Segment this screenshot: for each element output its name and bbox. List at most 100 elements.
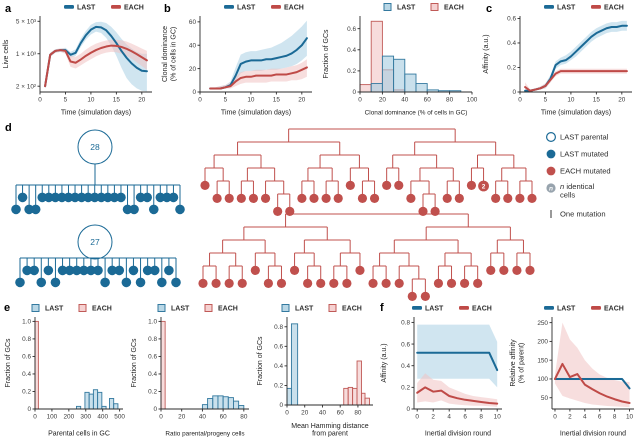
svg-text:10: 10 — [247, 97, 255, 104]
mutated-cell — [309, 193, 319, 203]
svg-text:20: 20 — [178, 414, 186, 421]
x-axis-label: Ratio parental/progeny cells — [165, 431, 244, 438]
svg-text:1.0: 1.0 — [148, 319, 157, 326]
line-each — [524, 70, 628, 92]
band-each — [417, 373, 498, 407]
svg-text:15: 15 — [113, 97, 121, 104]
parental-cell-count: 27 — [90, 237, 100, 247]
legend-label: EACH — [284, 5, 304, 12]
hist-series-each — [160, 320, 166, 410]
chart-affinity: 0 5 10 15 20 0 0.2 0.4 0.6 Time (simulation days)… — [483, 5, 632, 117]
mutated-cell — [273, 206, 283, 216]
svg-text:10: 10 — [626, 414, 634, 421]
band-last — [417, 324, 498, 388]
svg-text:4: 4 — [447, 414, 451, 421]
mutated-cell — [93, 265, 103, 276]
comb-tree: 28 — [11, 129, 185, 215]
chart-ratio-hist: 0 20 40 60 80 0 0.2 0.4 0.6 0.8 1.0 Ratio parental/… — [131, 304, 249, 438]
svg-text:0.6: 0.6 — [148, 354, 157, 361]
mutated-cell — [200, 180, 210, 190]
svg-text:8: 8 — [613, 414, 617, 421]
svg-text:40: 40 — [199, 414, 207, 421]
mutated-cell — [57, 265, 68, 276]
svg-text:0: 0 — [512, 89, 516, 96]
legend-label: EACH — [604, 306, 624, 313]
legend-label: EACH — [218, 306, 238, 313]
legend-label: One mutation — [560, 210, 606, 219]
mutated-cell — [157, 277, 167, 288]
mutated-cell — [355, 265, 365, 275]
legend-label: LAST — [77, 5, 96, 12]
mutated-cell — [212, 193, 222, 203]
svg-text:40: 40 — [319, 410, 327, 417]
mutated-cell — [71, 265, 82, 276]
legend-label: LAST mutated — [560, 150, 608, 159]
legend-label: LAST — [397, 5, 416, 12]
mutated-cell — [382, 180, 392, 190]
svg-text:6: 6 — [598, 414, 602, 421]
legend-swatch-last — [157, 304, 166, 312]
chart-hamming-hist: 0 20 40 60 80 0 0.2 0.4 0.6 0.8 Mean Hamming dista… — [257, 304, 373, 438]
hist-series-last — [201, 395, 245, 410]
line-each — [553, 362, 631, 404]
legend-label: EACH — [92, 306, 112, 313]
y-axis-label: Fraction of GCs — [131, 338, 138, 388]
svg-text:0: 0 — [406, 406, 410, 413]
mutated-cell — [142, 192, 152, 203]
hist-series-last — [76, 389, 119, 410]
legend-dash-last — [224, 5, 234, 9]
svg-text:2: 2 — [568, 414, 572, 421]
legend-swatch-last — [281, 304, 290, 312]
mutated-cell — [342, 278, 352, 288]
legend-label: EACH — [124, 5, 144, 12]
panel-letter-a: a — [5, 3, 12, 15]
panel-letter-d: d — [5, 122, 12, 134]
mutated-cell — [175, 204, 185, 215]
chart-dominance-hist: 0 20 40 60 80 100 0 0.2 0.4 0.6 Clonal dominance (… — [323, 3, 478, 117]
mutated-cell — [407, 291, 417, 301]
legend-label: LAST — [237, 5, 256, 12]
dendro-tree: 2 — [200, 128, 537, 216]
legend-label: cells — [560, 191, 575, 200]
svg-text:0.4: 0.4 — [347, 47, 356, 54]
chart-live-cells: 0 5 10 15 20 2 × 10² 1 × 10³ 5 × 10³ Time (simul… — [3, 5, 152, 117]
mutated-cell — [129, 204, 139, 215]
svg-text:0.2: 0.2 — [347, 68, 356, 75]
mutated-cell — [171, 277, 181, 288]
svg-text:4: 4 — [583, 414, 587, 421]
mutated-cell — [454, 193, 464, 203]
dendro-tree — [198, 213, 535, 301]
chart-f1: 0 2 4 6 8 10 0 0.2 0.4 0.6 0.8 Inertial division ro… — [381, 306, 502, 438]
svg-text:0: 0 — [553, 414, 557, 421]
mutated-cell — [22, 265, 32, 276]
mutated-cell — [50, 277, 61, 288]
mutated-cell — [491, 193, 501, 203]
svg-text:0: 0 — [279, 402, 283, 409]
legend-dash-each — [591, 5, 601, 9]
legend-label: EACH — [604, 5, 624, 12]
mutated-cell — [368, 278, 378, 288]
svg-text:20: 20 — [298, 97, 306, 104]
legend-label: LAST — [171, 306, 190, 313]
y-axis-label: Relative affinity — [510, 339, 517, 387]
legend-label: EACH — [444, 5, 464, 12]
svg-text:0: 0 — [159, 414, 163, 421]
y-axis-label: Clonal dominance — [162, 26, 169, 82]
y-axis-label: Affinity (a.u.) — [483, 34, 490, 73]
mutated-cell — [297, 193, 307, 203]
chart-b2: 0 20 40 60 80 100 0 0.2 0.4 0.6 Clonal dominance (… — [323, 3, 478, 117]
svg-text:0.2: 0.2 — [148, 389, 157, 396]
mutated-cell — [260, 193, 271, 203]
band-last — [45, 21, 147, 92]
legend-open-circle-icon — [545, 132, 556, 143]
mutated-cell — [76, 192, 87, 203]
legend-dash-last — [544, 306, 554, 310]
svg-text:0.4: 0.4 — [148, 371, 157, 378]
svg-text:40: 40 — [401, 97, 409, 104]
mutated-cell — [224, 278, 234, 288]
mutated-cell — [418, 206, 428, 216]
y-axis-label: (% of cells in GC) — [171, 27, 178, 81]
mutated-cell — [24, 204, 34, 215]
panel-trees: 28 27 2 LAST parental LAST mutated EACH mutat… — [11, 128, 611, 301]
svg-text:10: 10 — [567, 97, 575, 104]
